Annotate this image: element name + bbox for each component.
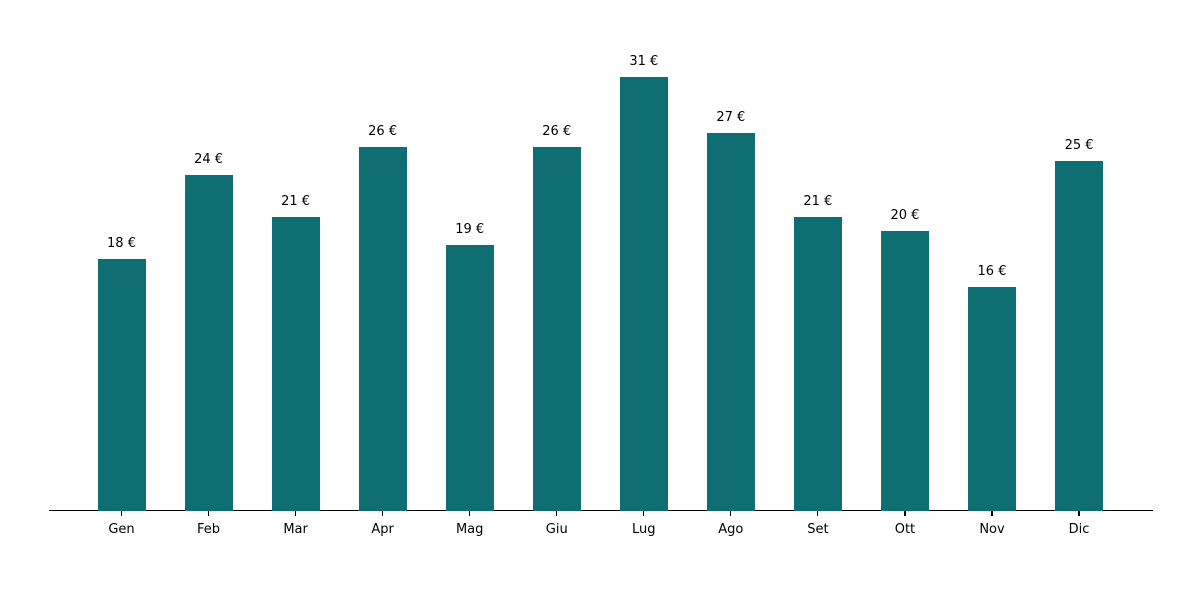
- bar: [271, 217, 320, 511]
- x-axis-tick: [1078, 511, 1080, 516]
- x-axis-tick: [643, 511, 645, 516]
- x-axis-tick: [730, 511, 732, 516]
- x-axis-tick: [991, 511, 993, 516]
- x-axis-tick: [469, 511, 471, 516]
- bar: [1055, 161, 1104, 511]
- bar-value-label: 20 €: [890, 208, 920, 223]
- bar: [968, 287, 1016, 511]
- bar-value-label: 26 €: [542, 124, 572, 139]
- x-tick-label: Apr: [371, 522, 394, 537]
- x-axis-line: [49, 510, 1153, 512]
- bar: [445, 245, 494, 511]
- x-tick-label: Set: [807, 522, 829, 537]
- bar: [880, 231, 929, 511]
- bar: [532, 147, 581, 511]
- bar-value-label: 27 €: [716, 110, 746, 125]
- x-tick-label: Ago: [718, 522, 744, 537]
- bar: [184, 175, 233, 511]
- bar-value-label: 24 €: [194, 152, 224, 167]
- x-tick-label: Lug: [632, 522, 656, 537]
- x-axis-tick: [382, 511, 384, 516]
- bar-value-label: 21 €: [803, 194, 833, 209]
- x-tick-label: Mar: [283, 522, 308, 537]
- bar-value-label: 19 €: [455, 222, 485, 237]
- x-tick-label: Dic: [1068, 522, 1090, 537]
- bar-value-label: 25 €: [1064, 138, 1094, 153]
- x-axis-tick: [120, 511, 123, 516]
- bar-value-label: 18 €: [107, 236, 136, 251]
- bar: [358, 147, 407, 511]
- x-axis-tick: [817, 511, 819, 516]
- bar: [619, 77, 668, 511]
- bar: [706, 133, 755, 511]
- x-tick-label: Nov: [979, 522, 1005, 537]
- x-tick-label: Feb: [197, 522, 221, 537]
- x-tick-label: Ott: [894, 522, 916, 537]
- bar-value-label: 26 €: [368, 124, 398, 139]
- x-axis-tick: [207, 511, 210, 516]
- x-tick-label: Giu: [545, 522, 568, 537]
- x-axis-tick: [904, 511, 906, 516]
- bar-value-label: 16 €: [977, 264, 1007, 279]
- bar-value-label: 31 €: [629, 54, 659, 69]
- bar-value-label: 21 €: [281, 194, 311, 209]
- x-tick-label: Mag: [455, 522, 484, 537]
- x-tick-label: Gen: [108, 522, 135, 537]
- x-axis-tick: [556, 511, 558, 516]
- bar: [793, 217, 842, 511]
- x-axis-tick: [295, 511, 297, 516]
- bar: [97, 259, 146, 511]
